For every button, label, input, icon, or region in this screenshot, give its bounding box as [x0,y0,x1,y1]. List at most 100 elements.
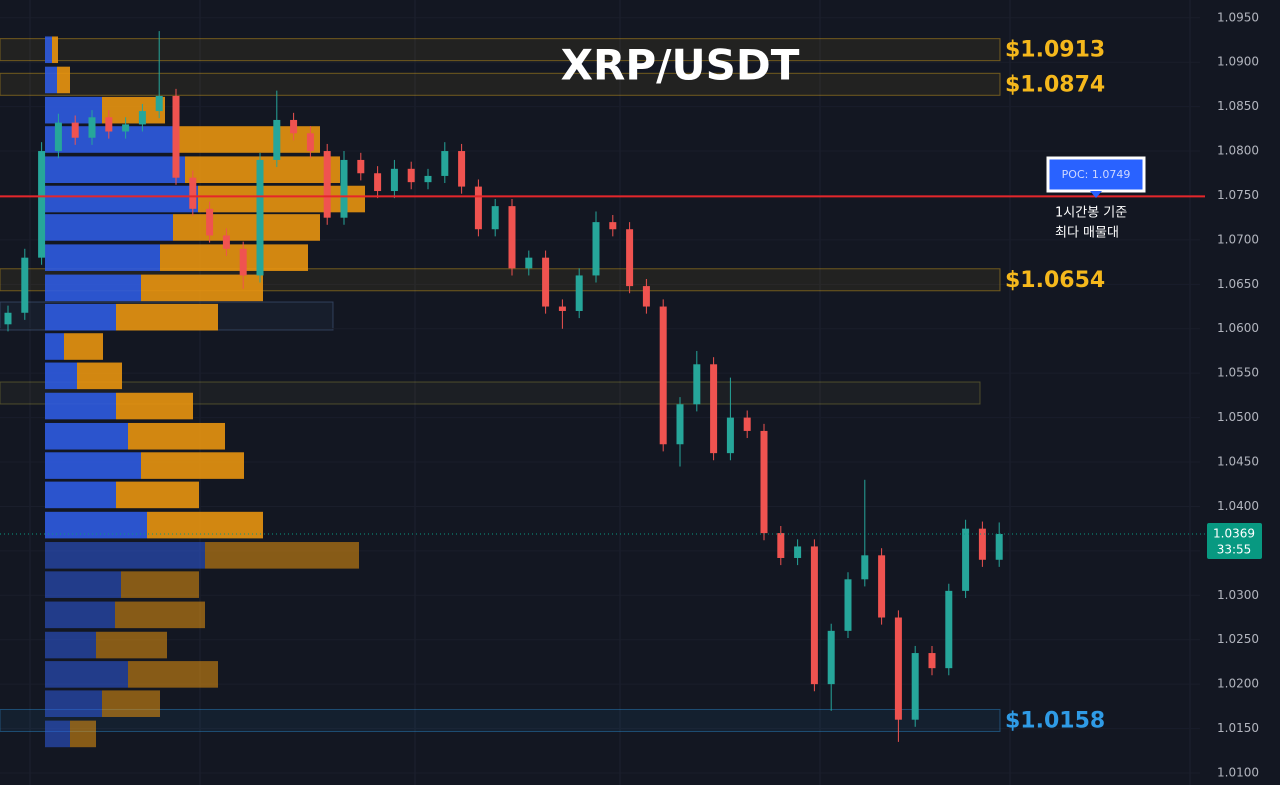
profile-sell-bar [116,481,199,509]
candle-body [290,119,298,134]
profile-sell-bar [198,185,365,213]
candle-body [458,151,466,187]
profile-buy-bar [45,303,116,331]
candle-body [995,533,1003,560]
profile-sell-bar [121,571,199,598]
candle-body [138,111,146,125]
y-tick-label: 1.0650 [1217,277,1259,291]
profile-buy-bar [45,392,116,420]
candle-body [189,177,197,209]
level-label: $1.0158 [1005,708,1105,733]
candle-body [306,133,314,152]
profile-buy-bar [45,661,128,688]
poc-label: POC: 1.0749 [1062,168,1131,181]
profile-sell-bar [96,631,167,659]
volume-profile [45,36,365,748]
candle-body [575,275,583,311]
profile-buy-bar [45,571,121,598]
candle-body [659,306,667,445]
profile-sell-bar [128,661,218,688]
current-price-box [1207,522,1262,559]
chart-title: XRP/USDT [561,41,800,90]
candle-body [323,151,331,218]
candle-body [928,653,936,669]
profile-buy-bar [45,690,102,717]
candle-body [273,119,281,160]
profile-buy-bar [45,631,96,659]
candle-body [878,555,886,618]
candle-body [122,124,130,132]
profile-sell-bar [52,36,58,64]
profile-sell-bar [70,720,96,748]
zone-box [0,381,981,405]
y-tick-label: 1.0750 [1217,188,1259,202]
profile-buy-bar [45,601,115,629]
candle-body [441,151,449,176]
candle-body [38,151,46,258]
candle-body [508,206,516,269]
profile-buy-bar [45,156,185,183]
profile-sell-bar [64,333,103,360]
y-tick-label: 1.0500 [1217,410,1259,424]
y-tick-label: 1.0450 [1217,455,1259,469]
level-label: $1.0913 [1005,38,1105,63]
candle-body [777,533,785,558]
y-tick-label: 1.0300 [1217,588,1259,602]
candle-body [172,95,180,178]
poc-note: 최다 매물대 [1055,226,1119,241]
candle-body [794,546,802,558]
y-tick-label: 1.0400 [1217,499,1259,513]
candle-body [861,555,869,580]
profile-sell-bar [77,362,122,390]
overlay: 1.0950 1.0900 1.0850 1.0800 1.0750 1.0700 1.06… [0,10,1262,780]
profile-sell-bar [116,303,218,331]
profile-sell-bar [115,601,205,629]
profile-buy-bar [45,362,77,390]
candle-body [894,617,902,720]
y-tick-label: 1.0150 [1217,721,1259,735]
candle-body [827,630,835,685]
candle-body [4,312,12,325]
level-box [0,708,1001,732]
candle-body [105,117,113,132]
profile-buy-bar [45,481,116,509]
candle-body [676,404,684,445]
candle-body [726,417,734,454]
candle-body [810,546,818,685]
candle-body [390,168,398,192]
candle-body [357,159,365,174]
profile-sell-bar [141,452,244,479]
profile-buy-bar [45,333,64,360]
profile-sell-bar [102,96,165,124]
candle-body [693,364,701,405]
candle-body [424,175,432,183]
y-tick-label: 1.0550 [1217,366,1259,380]
candle-body [374,173,382,192]
level-box [0,38,1001,62]
candle-body [222,235,230,249]
y-tick-label: 1.0900 [1217,55,1259,69]
profile-sell-bar [116,392,193,420]
candle-body [911,653,919,720]
profile-buy-bar [45,720,70,748]
profile-sell-bar [102,690,160,717]
candle-body [256,159,264,276]
profile-buy-bar [45,452,141,479]
y-tick-label: 1.0200 [1217,677,1259,691]
candle-body [21,257,29,313]
y-tick-label: 1.0700 [1217,232,1259,246]
y-tick-label: 1.0950 [1217,10,1259,24]
candle-body [542,257,550,307]
profile-buy-bar [45,244,160,271]
profile-sell-bar [160,244,308,271]
candle-body [206,208,214,236]
poc-pointer [1090,191,1102,198]
candle-body [844,579,852,631]
candle-body [71,122,79,138]
poc-note: 1시간봉 기준 [1055,206,1127,221]
candle-body [155,95,163,112]
candle-body [592,222,600,276]
candle-body [407,168,415,183]
y-tick-label: 1.0800 [1217,144,1259,158]
candle-body [54,122,62,152]
